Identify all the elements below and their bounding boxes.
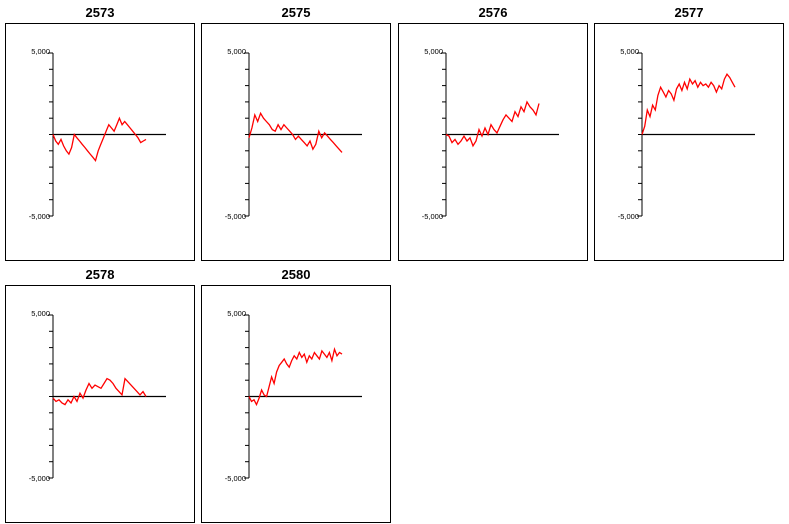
- series-line: [445, 100, 540, 148]
- y-tick-label: -5,000: [29, 474, 50, 483]
- chart-plot: 5,000 -5,000: [225, 47, 362, 221]
- chart-panel: 2573 5,000 -5,000: [5, 3, 195, 261]
- chart-title: 2575: [281, 5, 311, 20]
- chart-plot: 5,000 -5,000: [29, 47, 166, 221]
- y-tick-label: -5,000: [29, 212, 50, 221]
- chart-frame: 5,000 -5,000: [594, 23, 784, 261]
- chart-plot: 5,000 -5,000: [225, 309, 362, 483]
- y-tick-label: -5,000: [422, 212, 443, 221]
- chart-plot: 5,000 -5,000: [618, 47, 755, 221]
- series-line: [52, 377, 147, 406]
- chart-frame: 5,000 -5,000: [5, 23, 195, 261]
- y-tick-label: 5,000: [424, 47, 443, 56]
- chart-panel: 2575 5,000 -5,000: [201, 3, 391, 261]
- chart-panel: 2578 5,000 -5,000: [5, 265, 195, 523]
- chart-frame: 5,000 -5,000: [201, 285, 391, 523]
- chart-title: 2578: [85, 267, 115, 282]
- chart-title: 2580: [281, 267, 311, 282]
- series-line: [52, 116, 147, 163]
- y-tick-label: 5,000: [227, 309, 246, 318]
- series-line: [248, 111, 343, 153]
- chart-plot: 5,000 -5,000: [422, 47, 559, 221]
- y-tick-label: -5,000: [225, 212, 246, 221]
- y-tick-label: -5,000: [618, 212, 639, 221]
- y-tick-label: -5,000: [225, 474, 246, 483]
- chart-frame: 5,000 -5,000: [398, 23, 588, 261]
- series-line: [248, 346, 343, 407]
- y-tick-label: 5,000: [620, 47, 639, 56]
- y-tick-label: 5,000: [227, 47, 246, 56]
- chart-frame: 5,000 -5,000: [201, 23, 391, 261]
- y-tick-label: 5,000: [31, 47, 50, 56]
- chart-title: 2576: [478, 5, 508, 20]
- chart-title: 2573: [85, 5, 115, 20]
- chart-panel: 2576 5,000 -5,000: [398, 3, 588, 261]
- chart-panel: 2577 5,000 -5,000: [594, 3, 784, 261]
- chart-title: 2577: [674, 5, 704, 20]
- series-line: [641, 73, 736, 135]
- chart-frame: 5,000 -5,000: [5, 285, 195, 523]
- chart-plot: 5,000 -5,000: [29, 309, 166, 483]
- y-tick-label: 5,000: [31, 309, 50, 318]
- chart-panel: 2580 5,000 -5,000: [201, 265, 391, 523]
